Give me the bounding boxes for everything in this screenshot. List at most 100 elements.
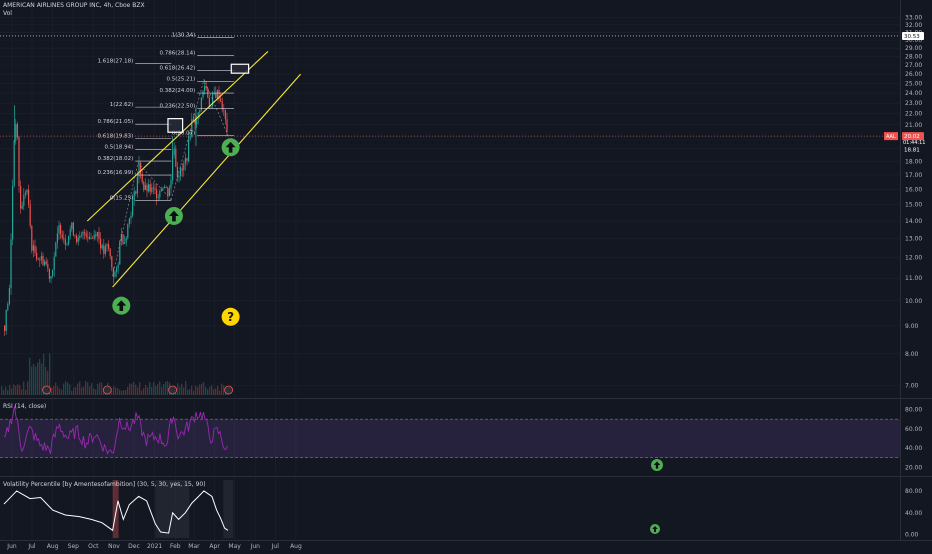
fib-level-label: 0.5(25.21) [166,76,195,82]
candle-body [199,110,201,113]
volume-bar [147,387,149,395]
candle-body [213,93,215,94]
price-tick-label: 23.00 [905,100,922,107]
time-tick-label: May [228,543,241,550]
candle-body [154,188,156,190]
volume-bar [155,386,157,395]
volatility-title: Volatility Percentile [by Amentesofambit… [3,481,206,488]
earnings-marker [102,385,112,395]
candle-body [36,252,38,260]
price-tick-label: 9.00 [905,323,919,330]
time-tick-label: Aug [290,543,302,550]
volume-bar [141,390,143,395]
candle-body [202,90,204,98]
volume-bar [7,390,9,395]
candle-body [56,233,58,243]
volume-bar [127,386,129,395]
candle-body [194,120,196,125]
rsi-line [3,406,228,455]
volume-bar [63,383,65,395]
volume-bar [31,366,33,395]
candle-body [127,224,129,238]
candle-body [133,191,135,201]
price-tick-label: 26.00 [905,71,922,78]
fib-level-label: 0.786(28.14) [159,50,195,56]
volume-bar [205,387,207,395]
volume-bar [159,381,161,395]
candle-body [12,186,14,240]
volume-bar [121,390,123,395]
target-box [167,118,184,133]
candle-body [16,124,18,138]
candle-body [85,233,87,237]
candle-body [103,245,105,254]
price-tick-label: 13.00 [905,236,922,243]
volume-bar [221,383,223,395]
volume-bar [101,382,103,395]
candle-body [189,137,191,140]
fib-level-label: 0.618(26.42) [159,65,195,71]
target-box [230,63,250,74]
candle-body [80,235,82,237]
candle-body [39,259,41,261]
candle-body [141,174,143,182]
candle-body [58,224,60,234]
candle-body [88,237,90,240]
volume-bar [207,389,209,395]
candle-body [181,168,183,171]
last-price-label-bg [902,132,924,141]
candle-body [175,148,177,167]
candle-body [143,181,145,190]
candle-body [191,119,193,138]
volume-bar [187,389,189,395]
candle-body [210,105,212,107]
earnings-marker [42,385,52,395]
candle-body [96,231,98,237]
candle-body [197,112,199,120]
volume-bar [27,381,29,395]
candle-body [148,184,150,192]
rsi-band [0,419,900,458]
candle-body [124,242,126,244]
price-tick-label: 29.00 [905,45,922,52]
candle-body [90,238,92,240]
rsi-title: RSI (14, close) [3,403,46,410]
candle-body [10,239,12,289]
candle-body [156,189,158,199]
volume-bar [81,387,83,395]
volume-bar [59,388,61,395]
time-tick-label: Mar [188,543,200,550]
volume-bar [83,386,85,395]
candle-body [61,234,63,238]
volume-bar [111,390,113,395]
candle-body [8,288,10,305]
candle-body [165,186,167,188]
volume-bar [183,387,185,395]
volume-bar [209,386,211,395]
volume-bar [181,383,183,395]
price-tick-label: 25.00 [905,80,922,87]
candle-body [44,261,46,266]
candle-body [192,119,194,121]
candle-body [111,256,113,268]
volume-bar [215,388,217,395]
price-tick-label: 10.00 [905,298,922,305]
candle-body [120,234,122,242]
volume-bar [21,389,23,395]
price-tick-label: 28.00 [905,53,922,60]
candle-body [157,197,159,199]
time-tick-label: Nov [108,543,120,550]
price-tick-label: 14.00 [905,218,922,225]
candle-body [218,90,220,99]
candle-body [79,236,81,239]
volume-bar [53,386,55,395]
candle-body [125,237,127,243]
time-tick-label: Sep [68,543,80,550]
volume-bar [49,353,51,395]
volume-bar [67,382,69,395]
volume-bar [135,384,137,395]
price-tick-label: 15.00 [905,202,922,209]
buy-arrow-icon [651,459,663,471]
volatility-line [3,490,229,534]
